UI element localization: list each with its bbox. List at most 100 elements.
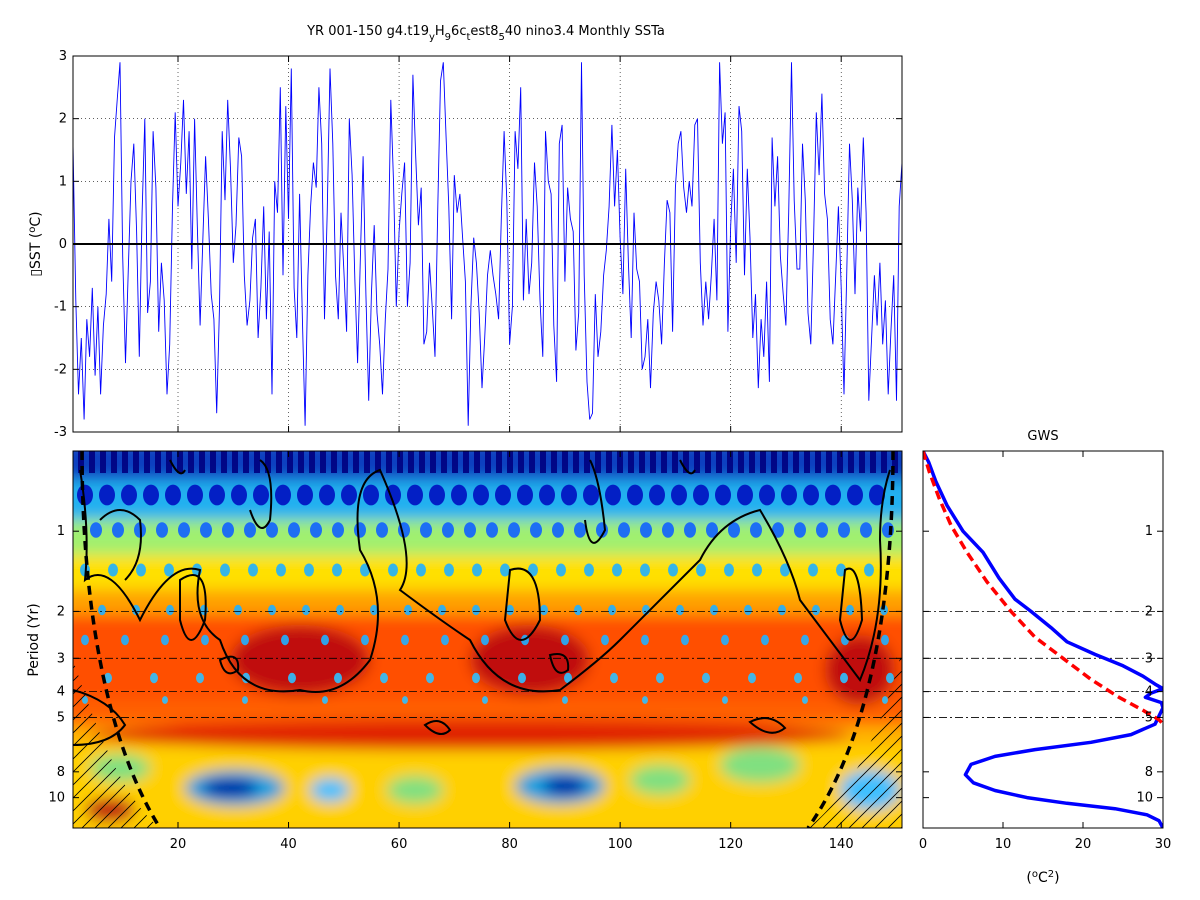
wavelet-spot bbox=[517, 484, 533, 506]
wavelet-xtick-label-40: 40 bbox=[280, 837, 297, 852]
gws-xtick-label-20: 20 bbox=[1075, 837, 1092, 852]
gws-xlabel: (oC2) bbox=[1026, 869, 1059, 886]
wavelet-spot bbox=[408, 451, 414, 473]
wavelet-spot bbox=[363, 484, 379, 506]
wavelet-spot bbox=[297, 484, 313, 506]
timeseries-ytick-label-3: 3 bbox=[59, 49, 67, 64]
wavelet-spot bbox=[562, 696, 568, 704]
wavelet-spot bbox=[104, 672, 112, 684]
gws-ytick-label-10: 10 bbox=[1136, 791, 1153, 806]
wavelet-spot bbox=[715, 484, 731, 506]
timeseries-axes-box bbox=[72, 55, 903, 433]
timeseries-ytick-label-0: 0 bbox=[59, 237, 67, 252]
wavelet-spot bbox=[161, 634, 169, 646]
wavelet-power-heatmap bbox=[73, 451, 902, 828]
wavelet-spot bbox=[721, 634, 729, 646]
wavelet-spot bbox=[676, 604, 684, 616]
wavelet-spot bbox=[242, 696, 248, 704]
wavelet-spot bbox=[860, 522, 872, 538]
wavelet-spot bbox=[618, 522, 630, 538]
wavelet-spot bbox=[321, 634, 329, 646]
wavelet-spot bbox=[724, 563, 734, 577]
wavelet-spot bbox=[472, 672, 480, 684]
wavelet-spot bbox=[702, 672, 710, 684]
global-wavelet-spectrum-panel: GWS 0 10 20 30 1 2 3 4 5 8 10 (oC2) bbox=[919, 429, 1171, 886]
wavelet-spot bbox=[402, 696, 408, 704]
wavelet-spot bbox=[188, 451, 194, 473]
wavelet-spot bbox=[241, 634, 249, 646]
wavelet-spot bbox=[846, 604, 854, 616]
wavelet-spot bbox=[375, 451, 381, 473]
wavelet-spot bbox=[812, 604, 820, 616]
wavelet-spot bbox=[881, 634, 889, 646]
wavelet-spot bbox=[780, 563, 790, 577]
wavelet-xtick-label-100: 100 bbox=[608, 837, 633, 852]
wavelet-spot bbox=[444, 563, 454, 577]
significance-contours bbox=[73, 459, 891, 746]
wavelet-spot bbox=[539, 484, 555, 506]
wavelet-spot bbox=[234, 604, 242, 616]
wavelet-spot bbox=[481, 634, 489, 646]
wavelet-spot bbox=[438, 604, 446, 616]
wavelet-spot bbox=[610, 672, 618, 684]
wavelet-spot bbox=[551, 451, 557, 473]
wavelet-spot bbox=[401, 634, 409, 646]
wavelet-spot bbox=[156, 522, 168, 538]
wavelet-spot bbox=[310, 522, 322, 538]
wavelet-spot bbox=[136, 563, 146, 577]
wavelet-spot bbox=[155, 451, 161, 473]
wavelet-spot bbox=[750, 522, 762, 538]
wavelet-spot bbox=[177, 451, 183, 473]
wavelet-spot bbox=[642, 696, 648, 704]
wavelet-spot bbox=[573, 451, 579, 473]
wavelet-spot bbox=[744, 604, 752, 616]
wavelet-spot bbox=[473, 484, 489, 506]
wavelet-spot bbox=[166, 451, 172, 473]
wavelet-spot bbox=[121, 634, 129, 646]
wavelet-spot bbox=[617, 451, 623, 473]
wavelet-xtick-label-140: 140 bbox=[829, 837, 854, 852]
wavelet-spot bbox=[627, 484, 643, 506]
wavelet-spot bbox=[705, 451, 711, 473]
wavelet-spot bbox=[608, 604, 616, 616]
wavelet-spot bbox=[463, 451, 469, 473]
wavelet-spot bbox=[727, 451, 733, 473]
wavelet-spot bbox=[684, 522, 696, 538]
wavelet-spot bbox=[518, 672, 526, 684]
wavelet-spot bbox=[882, 696, 888, 704]
wavelet-spot bbox=[628, 451, 634, 473]
wavelet-spot bbox=[474, 451, 480, 473]
gws-significance-line bbox=[923, 451, 1163, 726]
wavelet-spot bbox=[500, 563, 510, 577]
wavelet-spot bbox=[574, 522, 586, 538]
wavelet-spot bbox=[838, 522, 850, 538]
wavelet-spot bbox=[681, 634, 689, 646]
wavelet-spot bbox=[98, 604, 106, 616]
wavelet-spot bbox=[683, 451, 689, 473]
gws-ytick-label-5: 5 bbox=[1145, 710, 1153, 725]
gws-series bbox=[923, 451, 1163, 828]
gws-xtick-label-10: 10 bbox=[995, 837, 1012, 852]
wavelet-spot bbox=[464, 522, 476, 538]
gws-ytick-label-4: 4 bbox=[1145, 685, 1153, 700]
gws-ytick-label-1: 1 bbox=[1145, 524, 1153, 539]
wavelet-spot bbox=[441, 451, 447, 473]
wavelet-spot bbox=[540, 451, 546, 473]
wavelet-spot bbox=[801, 634, 809, 646]
wavelet-spot bbox=[122, 451, 128, 473]
timeseries-ytick-label-2: 2 bbox=[59, 112, 67, 127]
wavelet-spot bbox=[772, 522, 784, 538]
wavelet-spot bbox=[298, 451, 304, 473]
wavelet-spot bbox=[430, 451, 436, 473]
wavelet-spot bbox=[564, 672, 572, 684]
wavelet-spot bbox=[595, 451, 601, 473]
wavelet-spot bbox=[231, 484, 247, 506]
wavelet-spot bbox=[761, 634, 769, 646]
wavelet-spot bbox=[836, 563, 846, 577]
wavelet-ytick-label-8: 8 bbox=[57, 765, 65, 780]
wavelet-spot bbox=[322, 696, 328, 704]
wavelet-spot bbox=[694, 451, 700, 473]
wavelet-minima-spots bbox=[77, 451, 898, 704]
wavelet-spot bbox=[506, 604, 514, 616]
wavelet-spot bbox=[452, 451, 458, 473]
